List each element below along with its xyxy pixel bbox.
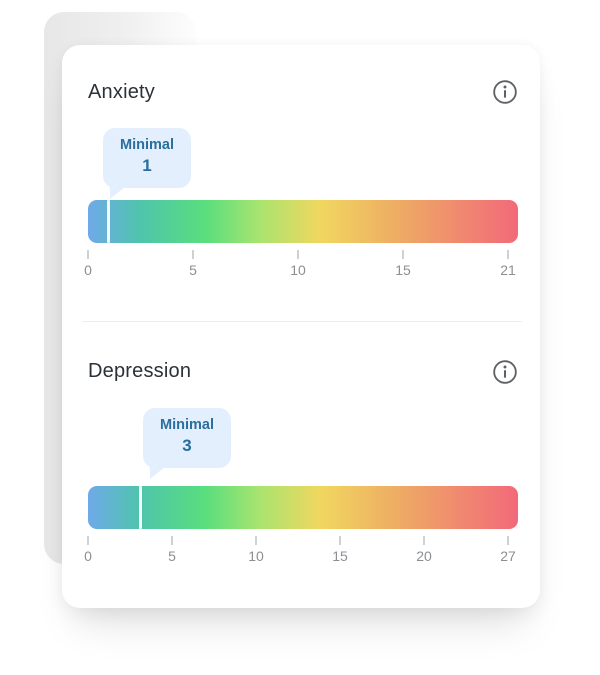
depression-header: Depression [88, 358, 518, 386]
tick-label: 21 [500, 261, 516, 278]
tick-label: 10 [290, 261, 306, 278]
tick-label: 20 [416, 547, 432, 564]
tick-label: 5 [189, 261, 197, 278]
depression-gauge: Minimal 3 0 5 10 15 20 27 [84, 386, 518, 564]
badge-tail [110, 186, 125, 199]
tick-mark [192, 249, 194, 259]
tick-label: 5 [168, 547, 176, 564]
anxiety-section: Anxiety Minimal 1 [84, 78, 518, 278]
score-value: 1 [142, 156, 152, 176]
tick-mark [255, 535, 257, 545]
depression-severity-gradient-bar [88, 485, 518, 529]
info-icon[interactable] [492, 79, 518, 105]
tick-label: 27 [500, 547, 516, 564]
info-icon[interactable] [492, 359, 518, 385]
tick-mark [402, 249, 404, 259]
tick-mark [171, 535, 173, 545]
tick-mark [507, 249, 509, 259]
depression-score-badge: Minimal 3 [143, 407, 231, 479]
tick-label: 15 [395, 261, 411, 278]
tick-mark [507, 535, 509, 545]
tick-mark [87, 249, 89, 259]
severity-label: Minimal [160, 416, 214, 433]
depression-score-marker [139, 485, 142, 529]
tick-label: 15 [332, 547, 348, 564]
tick-mark [87, 535, 89, 545]
anxiety-header: Anxiety [88, 78, 518, 106]
severity-label: Minimal [120, 137, 174, 153]
depression-section: Depression Minimal 3 [84, 358, 518, 564]
assessment-results-card: Anxiety Minimal 1 [62, 45, 540, 608]
tick-label: 10 [248, 547, 264, 564]
section-divider [82, 320, 522, 322]
anxiety-gauge: Minimal 1 0 5 10 15 21 [84, 106, 518, 278]
anxiety-axis: 0 5 10 15 21 [84, 249, 516, 278]
anxiety-title: Anxiety [88, 80, 155, 103]
depression-axis: 0 5 10 15 20 27 [84, 535, 516, 564]
anxiety-score-badge: Minimal 1 [103, 128, 191, 199]
anxiety-score-marker [107, 199, 110, 243]
badge-tail [150, 466, 165, 479]
tick-mark [339, 535, 341, 545]
score-value: 3 [182, 436, 192, 456]
depression-title: Depression [88, 360, 192, 383]
tick-label: 0 [84, 261, 92, 278]
anxiety-severity-gradient-bar [88, 199, 518, 243]
tick-mark [297, 249, 299, 259]
tick-label: 0 [84, 547, 92, 564]
tick-mark [423, 535, 425, 545]
